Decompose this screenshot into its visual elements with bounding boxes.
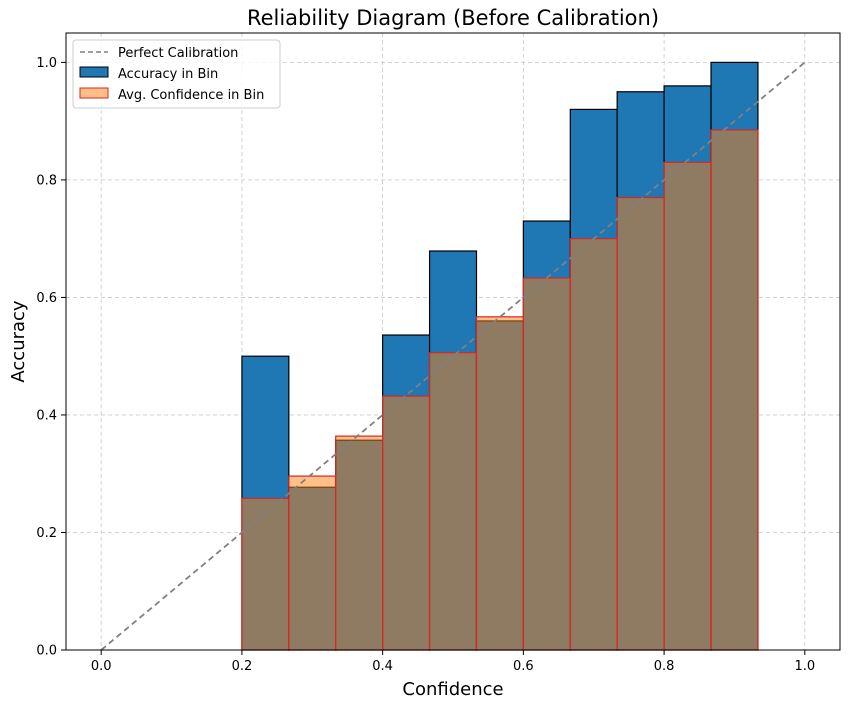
y-tick-label: 0.8 [36, 173, 57, 188]
legend: Perfect Calibration Accuracy in Bin Avg.… [72, 39, 281, 109]
confidence-bar [710, 129, 759, 651]
x-axis-label: Confidence [402, 679, 503, 700]
y-axis-label: Accuracy [8, 300, 29, 383]
y-tick-label: 0.2 [36, 526, 57, 541]
legend-label-accuracy: Accuracy in Bin [118, 67, 218, 82]
confidence-bar [475, 316, 524, 651]
axis-ticks: 0.0 0.2 0.4 0.6 0.8 1.0 0.0 0.2 0.4 0.6 0.8 1.0 [36, 56, 815, 674]
confidence-bar [569, 238, 618, 651]
legend-box [72, 39, 281, 109]
x-tick-label: 0.8 [654, 659, 675, 674]
legend-accuracy-swatch [79, 66, 109, 78]
y-tick-label: 0.0 [36, 644, 57, 659]
confidence-bar [288, 475, 337, 651]
confidence-bar [663, 161, 712, 651]
legend-label-perfect-calibration: Perfect Calibration [118, 46, 238, 61]
confidence-bar [522, 277, 571, 651]
chart-title: Reliability Diagram (Before Calibration) [247, 6, 659, 30]
y-tick-label: 0.6 [36, 291, 57, 306]
confidence-bar [335, 435, 384, 651]
x-tick-label: 1.0 [794, 659, 815, 674]
y-tick-label: 1.0 [36, 56, 57, 71]
y-tick-label: 0.4 [36, 408, 57, 423]
x-tick-label: 0.4 [372, 659, 393, 674]
x-tick-label: 0.6 [513, 659, 534, 674]
confidence-bars [241, 129, 759, 651]
confidence-bar [241, 497, 290, 651]
confidence-bar [616, 196, 665, 651]
x-tick-label: 0.2 [232, 659, 253, 674]
plot-frame [65, 32, 841, 651]
legend-confidence-swatch [79, 87, 109, 99]
x-tick-label: 0.0 [91, 659, 112, 674]
legend-label-confidence: Avg. Confidence in Bin [118, 88, 264, 103]
confidence-bar [428, 352, 478, 651]
confidence-bar [382, 395, 431, 651]
perfect-calibration-line-group [100, 61, 806, 651]
perfect-calibration-line [100, 61, 806, 651]
